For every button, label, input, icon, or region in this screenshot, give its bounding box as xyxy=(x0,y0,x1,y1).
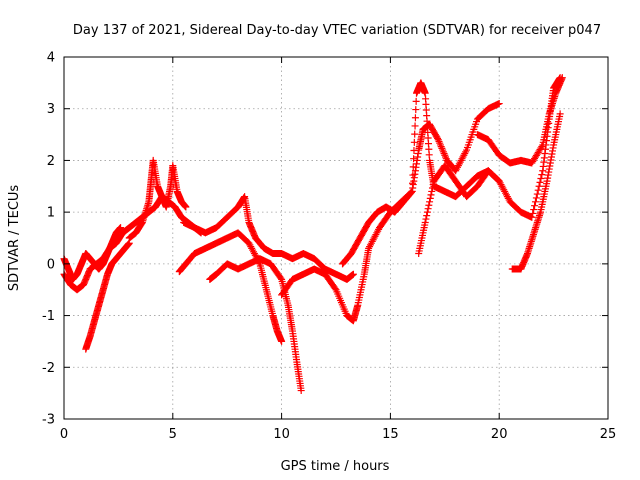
x-tick-label: 15 xyxy=(382,427,399,442)
data-point xyxy=(410,138,418,146)
data-point xyxy=(528,213,536,221)
y-tick-label: -3 xyxy=(42,413,55,428)
series-track xyxy=(206,255,305,395)
y-tick-label: 1 xyxy=(47,206,55,221)
data-point xyxy=(349,270,357,278)
data-point xyxy=(529,209,537,217)
data-point xyxy=(531,202,539,210)
data-marks xyxy=(60,74,566,395)
data-point xyxy=(426,194,434,202)
data-point xyxy=(422,215,430,223)
data-point xyxy=(407,189,415,197)
series-track xyxy=(60,224,125,283)
data-point xyxy=(426,198,434,206)
data-point xyxy=(435,137,443,145)
data-point xyxy=(436,139,444,147)
data-point xyxy=(428,187,436,195)
data-point xyxy=(439,148,447,156)
data-point xyxy=(117,224,125,232)
series-track xyxy=(125,156,190,242)
data-point xyxy=(423,212,431,220)
series-track xyxy=(415,74,564,258)
y-tick-label: 0 xyxy=(47,257,55,272)
data-point xyxy=(495,100,503,108)
data-point xyxy=(429,181,437,189)
data-point xyxy=(428,184,436,192)
data-point xyxy=(434,134,442,142)
x-tick-label: 25 xyxy=(600,427,617,442)
data-point xyxy=(440,150,448,158)
data-point xyxy=(531,198,539,206)
series-track xyxy=(82,239,133,353)
data-point xyxy=(442,153,450,161)
data-point xyxy=(530,206,538,214)
data-point xyxy=(537,175,545,183)
x-tick-label: 10 xyxy=(273,427,290,442)
data-point xyxy=(278,337,286,345)
x-tick-label: 0 xyxy=(60,427,68,442)
data-point xyxy=(556,110,564,118)
data-point xyxy=(462,148,470,156)
series-track xyxy=(508,110,564,273)
series-track xyxy=(175,229,286,345)
data-point xyxy=(412,97,420,105)
y-tick-label: -1 xyxy=(42,309,55,324)
chart-title: Day 137 of 2021, Sidereal Day-to-day VTE… xyxy=(73,23,601,38)
data-point xyxy=(427,191,435,199)
y-tick-label: 3 xyxy=(47,102,55,117)
axis-ticks: 0 5 10 15 20 25 -3 -2 -1 0 1 2 3 4 xyxy=(42,51,616,443)
data-point xyxy=(421,218,429,226)
data-point xyxy=(297,387,305,395)
data-point xyxy=(410,155,418,163)
data-point xyxy=(533,190,541,198)
data-point xyxy=(411,114,419,122)
data-point xyxy=(182,203,190,211)
data-point xyxy=(439,146,447,154)
data-point xyxy=(425,201,433,209)
data-point xyxy=(558,74,566,82)
y-tick-label: 2 xyxy=(47,154,55,169)
data-point xyxy=(536,178,544,186)
y-axis-label: SDTVAR / TECUs xyxy=(7,185,22,292)
plot-frame xyxy=(63,56,609,420)
data-point xyxy=(424,205,432,213)
data-point xyxy=(436,141,444,149)
series-track xyxy=(473,74,566,167)
data-point xyxy=(434,136,442,144)
x-tick-label: 20 xyxy=(491,427,508,442)
series-track xyxy=(180,193,357,283)
data-point xyxy=(423,208,431,216)
data-point xyxy=(441,151,449,159)
series-track xyxy=(339,100,503,268)
data-point xyxy=(411,130,419,138)
y-tick-label: -2 xyxy=(42,361,55,376)
x-axis-label: GPS time / hours xyxy=(281,459,390,474)
y-tick-label: 4 xyxy=(47,51,55,66)
data-point xyxy=(412,106,420,114)
data-point xyxy=(407,188,415,196)
data-point xyxy=(534,186,542,194)
data-point xyxy=(411,122,419,130)
data-point xyxy=(437,143,445,151)
data-point xyxy=(538,171,546,179)
data-point xyxy=(277,274,285,282)
data-point xyxy=(532,194,540,202)
data-point xyxy=(538,142,546,150)
data-point xyxy=(438,144,446,152)
x-tick-label: 5 xyxy=(169,427,177,442)
data-point xyxy=(535,182,543,190)
